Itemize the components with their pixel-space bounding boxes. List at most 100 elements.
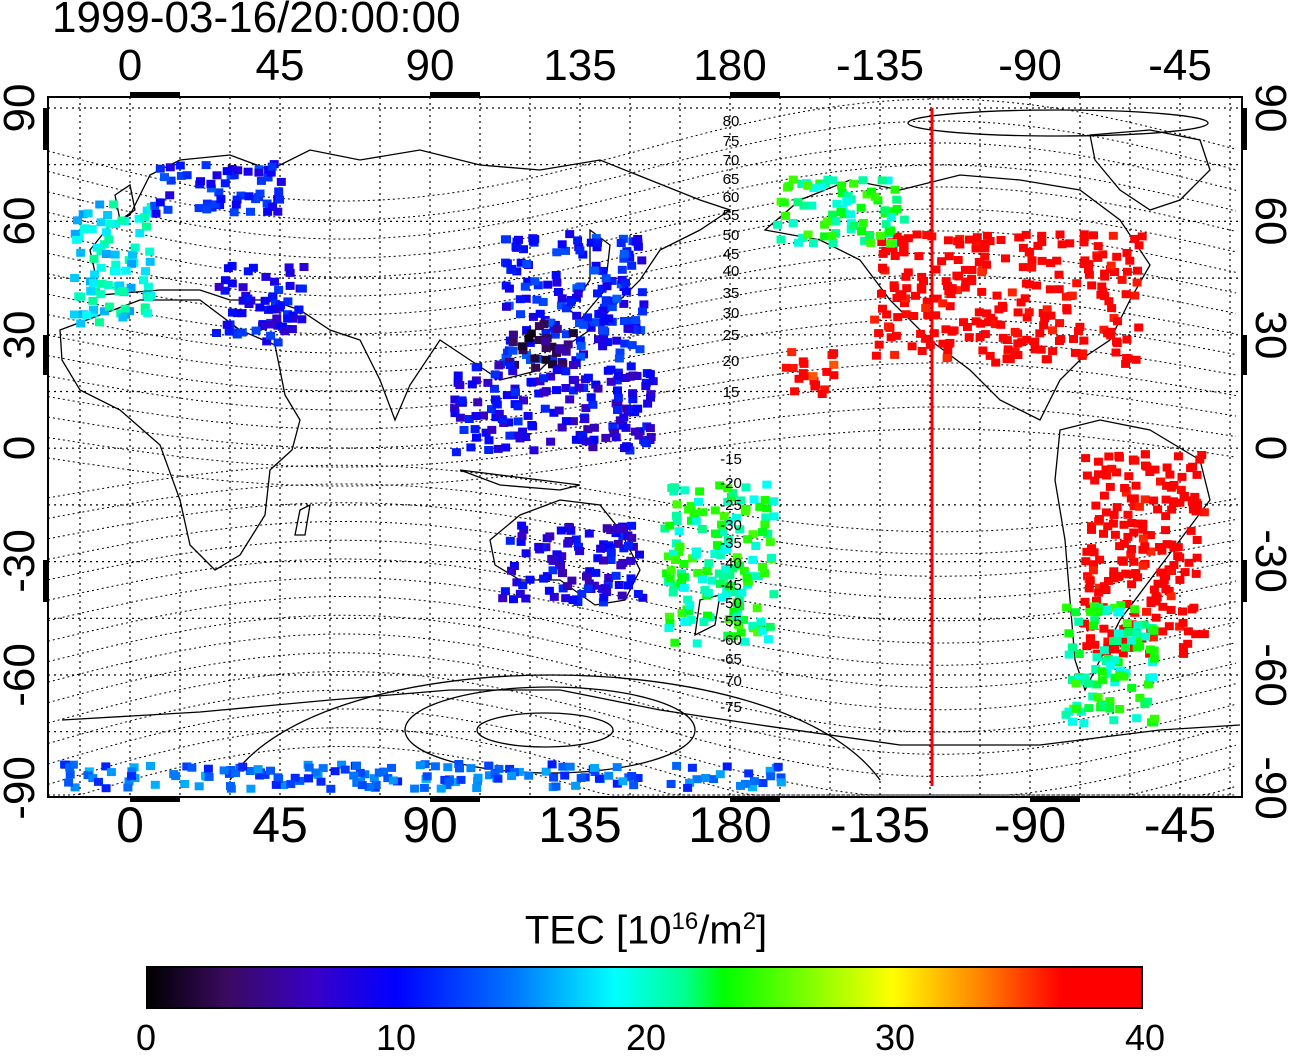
- tec-point: [980, 252, 990, 261]
- tec-point: [490, 770, 500, 778]
- tec-point: [670, 638, 680, 647]
- tec-point: [736, 496, 746, 505]
- tec-point: [585, 567, 595, 576]
- tec-point: [590, 266, 599, 275]
- tec-point: [268, 292, 278, 301]
- tec-point: [554, 406, 564, 415]
- tec-point: [883, 176, 893, 185]
- tec-point: [1037, 256, 1047, 265]
- tec-point: [565, 395, 575, 404]
- tec-point: [1162, 540, 1172, 549]
- tec-point: [556, 526, 566, 535]
- tec-point: [1119, 625, 1129, 634]
- tec-point: [1119, 629, 1129, 638]
- tec-point: [1003, 345, 1013, 354]
- tec-point: [617, 591, 627, 600]
- tec-point: [1084, 265, 1093, 274]
- tec-point: [1067, 291, 1077, 300]
- tec-point: [255, 189, 265, 198]
- tec-point: [1074, 327, 1083, 335]
- tec-point: [582, 572, 591, 581]
- tec-point: [388, 776, 398, 785]
- tec-point: [176, 171, 186, 180]
- tec-point: [1143, 680, 1153, 689]
- tec-point: [931, 311, 941, 320]
- tec-point: [530, 277, 540, 286]
- tec-point: [517, 521, 527, 530]
- tec-point: [601, 296, 611, 305]
- tec-point: [1138, 534, 1148, 543]
- tec-point: [554, 288, 563, 296]
- tec-point: [599, 332, 609, 341]
- tec-point: [371, 780, 381, 789]
- tec-point: [1111, 348, 1121, 357]
- tec-point: [1046, 311, 1056, 320]
- tec-point: [1001, 254, 1010, 263]
- tec-point: [736, 628, 746, 637]
- tec-point: [155, 198, 165, 207]
- tec-point: [508, 346, 518, 355]
- tec-point: [629, 781, 639, 790]
- tec-point: [909, 312, 919, 320]
- tec-point: [865, 231, 875, 239]
- tec-point: [546, 372, 556, 381]
- tec-point: [541, 767, 551, 776]
- tec-point: [1105, 697, 1115, 706]
- tec-point: [1085, 576, 1095, 585]
- tec-point: [1164, 622, 1174, 631]
- tec-point: [820, 232, 830, 241]
- tec-point: [619, 413, 629, 422]
- tec-point: [472, 784, 482, 793]
- tec-point: [557, 240, 567, 249]
- tec-point: [710, 550, 720, 558]
- tec-point: [787, 348, 797, 357]
- tec-point: [502, 235, 511, 244]
- tec-point: [1076, 707, 1086, 716]
- tec-point: [284, 263, 294, 272]
- tec-point: [1061, 292, 1071, 301]
- tec-point: [753, 628, 763, 637]
- tec-point: [1195, 455, 1205, 464]
- tec-point: [507, 264, 517, 273]
- tec-point: [88, 774, 98, 783]
- tec-point: [531, 363, 541, 372]
- tec-point: [923, 311, 933, 320]
- tec-point: [734, 594, 744, 602]
- tec-point: [1108, 231, 1118, 240]
- contour-label: 15: [723, 384, 740, 401]
- tec-point: [547, 760, 557, 769]
- tec-point: [972, 233, 982, 242]
- tec-point: [665, 574, 675, 583]
- tec-point: [150, 201, 160, 210]
- contour-label: 50: [723, 227, 740, 244]
- tec-point: [95, 200, 105, 209]
- tec-point: [925, 340, 935, 349]
- tec-point: [1093, 242, 1103, 251]
- lon-tick-label: -90: [993, 797, 1067, 853]
- tec-point: [535, 309, 545, 318]
- tec-point: [1130, 605, 1140, 614]
- tec-point: [858, 176, 868, 185]
- tec-point: [256, 176, 266, 185]
- tec-point: [574, 542, 583, 551]
- tec-point: [505, 536, 515, 545]
- contour-label: 35: [723, 285, 740, 302]
- tec-point: [1168, 497, 1178, 506]
- tec-point: [1093, 608, 1103, 617]
- tec-point: [724, 518, 733, 526]
- tec-point: [735, 561, 744, 570]
- tec-point: [299, 263, 309, 271]
- tec-point: [901, 272, 911, 281]
- tec-point: [748, 783, 757, 792]
- tec-point: [1094, 603, 1104, 612]
- tec-point: [109, 200, 119, 209]
- tec-point: [518, 581, 528, 590]
- tec-point: [1052, 256, 1062, 265]
- tec-point: [340, 765, 350, 774]
- tec-point: [65, 770, 75, 779]
- tec-point: [1020, 294, 1030, 303]
- tec-point: [598, 306, 608, 315]
- tec-point: [938, 339, 948, 348]
- tec-point: [238, 296, 248, 305]
- tec-point: [101, 784, 111, 793]
